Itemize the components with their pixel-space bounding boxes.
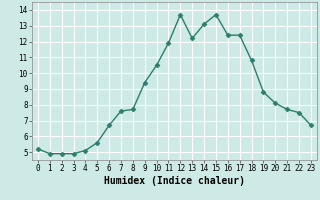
X-axis label: Humidex (Indice chaleur): Humidex (Indice chaleur) bbox=[104, 176, 245, 186]
